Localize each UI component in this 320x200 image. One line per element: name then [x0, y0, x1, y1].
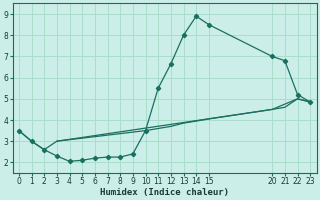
X-axis label: Humidex (Indice chaleur): Humidex (Indice chaleur): [100, 188, 229, 197]
